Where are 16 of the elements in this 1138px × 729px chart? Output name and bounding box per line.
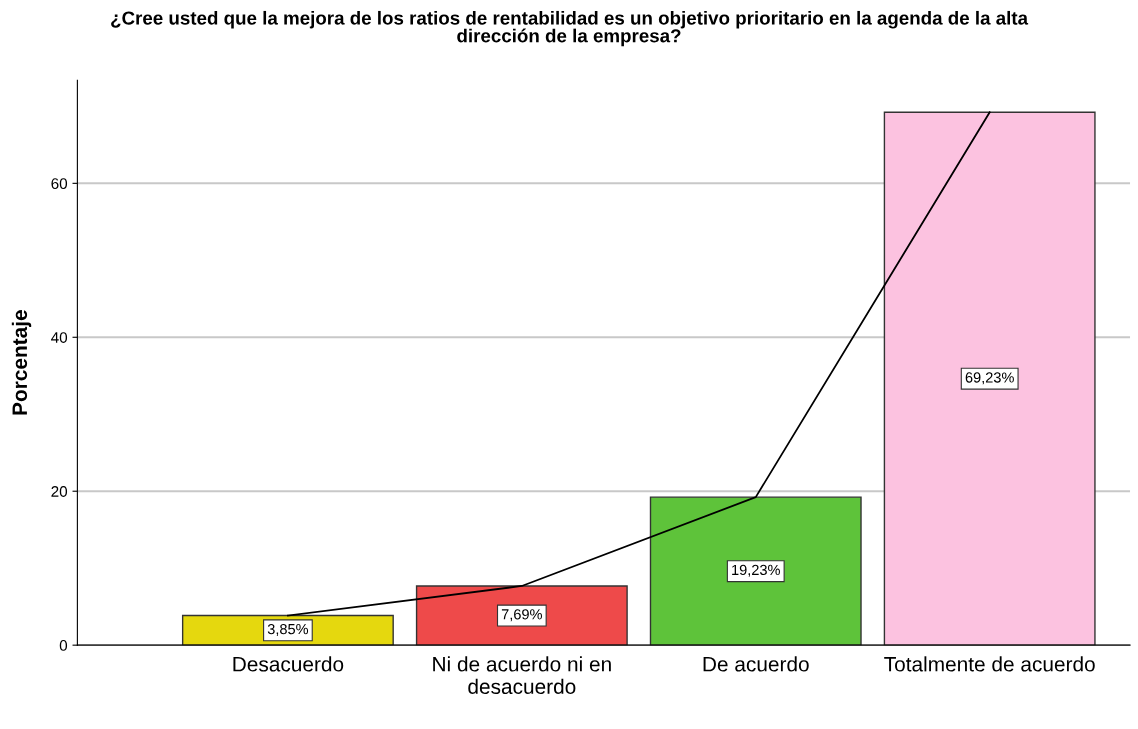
- chart-title: ¿Cree usted que la mejora de los ratios de rentabilidad es un objetivo prioritario en la agenda de la alta dirección de la empresa?: [111, 10, 1029, 47]
- data-label: 19,23%: [732, 564, 780, 577]
- y-tick-label: 60: [51, 178, 68, 190]
- x-tick-label: Desacuerdo: [233, 656, 344, 672]
- x-tick-label: Ni de acuerdo ni en desacuerdo: [433, 656, 611, 695]
- bar: [883, 111, 1096, 646]
- data-label: 3,85%: [267, 623, 309, 636]
- y-axis-title: Porcentaje: [11, 310, 32, 415]
- y-tick-label: 40: [51, 332, 68, 343]
- x-tick-label: De acuerdo: [703, 656, 809, 672]
- y-tick-label: 0: [59, 640, 68, 651]
- data-label: 69,23%: [965, 372, 1014, 385]
- bar: [649, 496, 862, 646]
- y-tick-label: 20: [51, 486, 68, 497]
- data-label: 7,69%: [501, 609, 542, 622]
- x-tick-label: Totalmente de acuerdo: [884, 656, 1095, 672]
